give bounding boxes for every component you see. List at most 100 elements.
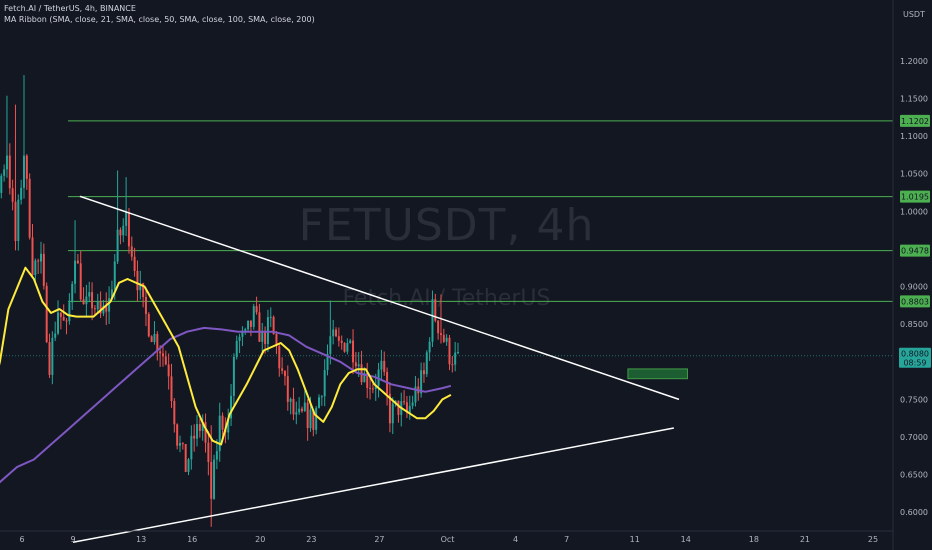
candle-body xyxy=(380,360,383,370)
time-tick-label: 27 xyxy=(374,535,384,544)
candle-body xyxy=(167,364,170,377)
candle-body xyxy=(28,178,31,238)
candle-body xyxy=(22,155,25,188)
candle-body xyxy=(88,292,91,297)
candle-body xyxy=(249,320,252,327)
currency-label[interactable]: USDT xyxy=(903,10,925,19)
candle-body xyxy=(127,212,130,247)
candle-body xyxy=(346,343,349,352)
candle-body xyxy=(374,385,377,390)
price-tick-label: 1.0500 xyxy=(900,170,928,179)
candle-body xyxy=(437,320,440,334)
candle-body xyxy=(215,451,218,460)
candle-body xyxy=(403,401,406,403)
candle-body xyxy=(20,187,23,200)
candle-body xyxy=(295,412,298,415)
candle-body xyxy=(0,175,3,193)
candle-body xyxy=(156,333,159,352)
candle-body xyxy=(298,408,301,413)
resistance-trendline xyxy=(79,195,680,401)
candle-body xyxy=(207,442,210,462)
candle-body xyxy=(130,246,133,257)
candle-body xyxy=(363,373,366,383)
candle-body xyxy=(343,343,346,352)
candle-body xyxy=(96,301,99,310)
candle-body xyxy=(5,155,8,170)
time-tick-label: 16 xyxy=(187,535,197,544)
candle-body xyxy=(37,260,40,262)
candle-body xyxy=(300,408,303,412)
time-axis[interactable]: 6 9 13 16 20 23 27 Oct 4 7 11 14 18 21 25 xyxy=(19,535,878,544)
target-zone-box xyxy=(627,368,688,380)
candle-body xyxy=(40,253,42,262)
candle-body xyxy=(45,285,48,343)
level-price-label: 0.8803 xyxy=(901,297,929,306)
price-tick-label: 1.1000 xyxy=(900,132,928,141)
candle-body xyxy=(54,333,57,338)
candle-body xyxy=(79,263,82,300)
candle-body xyxy=(335,329,338,337)
indicator-legend[interactable]: MA Ribbon (SMA, close, 21, SMA, close, 5… xyxy=(4,15,315,24)
candle-body xyxy=(457,352,459,354)
candle-body xyxy=(278,346,281,369)
candle-body xyxy=(434,299,437,321)
candle-body xyxy=(42,253,45,286)
bar-countdown-label: 08:59 xyxy=(903,359,926,368)
candles xyxy=(0,75,459,527)
candle-body xyxy=(34,260,37,276)
candle-body xyxy=(57,312,60,334)
candle-body xyxy=(74,260,77,284)
candle-body xyxy=(451,364,454,366)
level-price-label: 1.0195 xyxy=(901,193,929,202)
candle-body xyxy=(422,370,425,375)
candle-body xyxy=(144,297,147,314)
time-tick-label: 25 xyxy=(868,535,878,544)
candle-body xyxy=(411,402,414,406)
price-tick-label: 0.9000 xyxy=(900,283,928,292)
horizontal-levels xyxy=(0,120,893,357)
candle-body xyxy=(93,308,96,310)
candle-body xyxy=(371,388,374,390)
candle-body xyxy=(91,292,94,309)
candle-body xyxy=(269,316,272,318)
candle-body xyxy=(366,373,369,388)
candle-body xyxy=(71,283,74,303)
price-tick-label: 1.1500 xyxy=(900,95,928,104)
candle-body xyxy=(139,283,142,291)
price-axis[interactable]: USDT 0.60000.65000.70000.75000.80000.850… xyxy=(900,10,928,517)
candle-body xyxy=(397,400,400,415)
time-tick-label: 20 xyxy=(255,535,265,544)
candle-body xyxy=(286,376,289,402)
candle-body xyxy=(161,353,164,357)
time-tick-label: 14 xyxy=(681,535,691,544)
candle-body xyxy=(241,330,244,337)
candle-body xyxy=(17,199,20,241)
candle-body xyxy=(235,340,238,357)
time-tick-label: 6 xyxy=(19,535,24,544)
candle-body xyxy=(329,336,332,354)
candle-body xyxy=(369,387,372,389)
candle-body xyxy=(213,459,216,499)
candle-body xyxy=(439,333,442,335)
price-tick-label: 1.2000 xyxy=(900,57,928,66)
candle-body xyxy=(315,407,318,430)
candle-body xyxy=(414,386,417,403)
candle-body xyxy=(292,398,295,415)
support-trendline xyxy=(72,427,675,544)
candle-body xyxy=(102,305,105,314)
candle-body xyxy=(420,370,423,394)
candle-body xyxy=(31,237,34,276)
candle-body xyxy=(113,261,116,290)
ma-ribbon-lines xyxy=(0,266,452,484)
candle-body xyxy=(76,260,79,264)
candle-body xyxy=(309,409,312,429)
candle-body xyxy=(65,320,68,322)
candle-body xyxy=(354,362,357,367)
candle-body xyxy=(204,422,207,443)
candle-body xyxy=(230,395,233,419)
candle-body xyxy=(454,352,457,365)
candle-body xyxy=(337,336,340,341)
candle-body xyxy=(431,299,434,342)
